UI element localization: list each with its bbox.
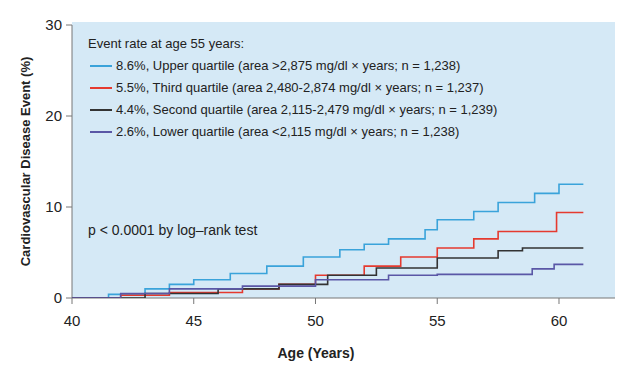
series-group (72, 184, 583, 298)
x-tick (437, 298, 438, 304)
legend-label: 5.5%, Third quartile (area 2,480-2,874 m… (116, 80, 484, 95)
chart: 40 45 50 55 60 0 10 20 30 Age (Years) Cardiovascul… (0, 0, 640, 368)
y-tick (66, 116, 72, 117)
legend-label: 2.6%, Lower quartile (area <2,115 mg/dl … (116, 124, 459, 139)
legend-swatch (90, 65, 112, 67)
x-tick-label: 40 (64, 312, 81, 329)
x-tick (315, 298, 316, 304)
y-axis-label: Cardiovascular Disease Event (%) (18, 57, 33, 267)
y-tick (66, 298, 72, 299)
y-tick-label: 10 (45, 198, 62, 215)
legend-title: Event rate at age 55 years: (88, 36, 244, 51)
x-axis-label: Age (Years) (277, 345, 354, 361)
annotation: p < 0.0001 by log–rank test (88, 222, 257, 238)
x-tick-label: 55 (429, 312, 446, 329)
y-tick (66, 207, 72, 208)
y-axis (72, 25, 73, 298)
legend-label: 8.6%, Upper quartile (area >2,875 mg/dl … (116, 58, 460, 73)
x-tick (193, 298, 194, 304)
series-line (72, 184, 583, 298)
plot-background (72, 22, 615, 298)
y-tick (66, 25, 72, 26)
y-tick-label: 30 (45, 16, 62, 33)
y-tick-label: 0 (54, 289, 62, 306)
x-axis (72, 298, 615, 299)
x-tick-label: 45 (185, 312, 202, 329)
legend-swatch (90, 131, 112, 133)
x-tick (72, 298, 73, 304)
series-line (72, 248, 583, 298)
x-tick-label: 60 (551, 312, 568, 329)
x-tick (558, 298, 559, 304)
series-line (72, 264, 583, 298)
legend-label: 4.4%, Second quartile (area 2,115-2,479 … (116, 102, 497, 117)
legend-swatch (90, 87, 112, 89)
legend-swatch (90, 109, 112, 111)
x-tick-label: 50 (307, 312, 324, 329)
y-tick-label: 20 (45, 107, 62, 124)
series-line (72, 212, 583, 298)
